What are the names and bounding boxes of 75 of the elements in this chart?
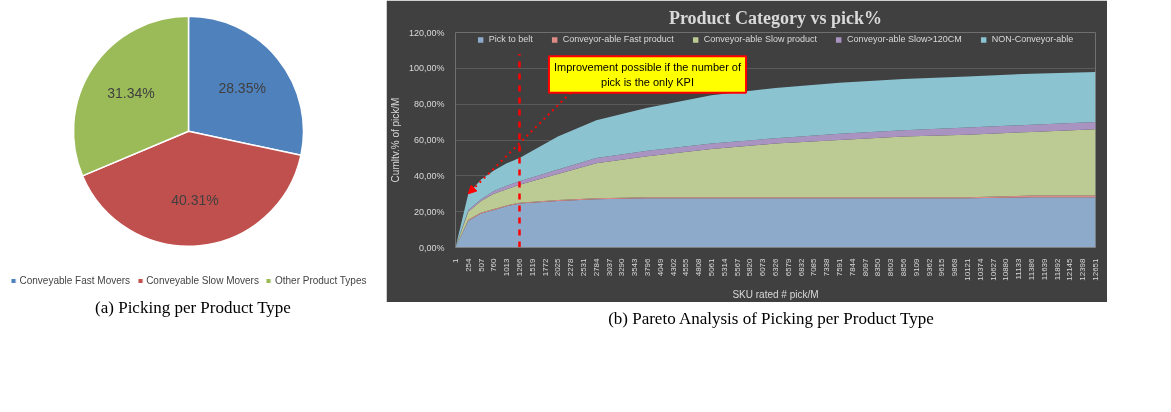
x-tick-label: 12398: [1078, 257, 1088, 281]
x-tick-label: 7338: [822, 257, 832, 277]
x-tick-label: 6832: [796, 257, 806, 277]
x-tick-label: 5061: [707, 257, 716, 277]
x-tick-label: 3290: [617, 257, 627, 277]
x-tick-label: 3796: [643, 257, 652, 277]
x-tick-label: 2025: [553, 257, 563, 277]
x-tick-label: 10880: [1001, 257, 1011, 281]
x-tick-label: 4302: [668, 257, 678, 277]
x-tick-label: 8350: [873, 257, 883, 277]
x-tick-label: 12145: [1065, 257, 1075, 281]
x-tick-label: 10121: [963, 257, 972, 281]
x-tick-label: 760: [489, 257, 499, 272]
legend-label: Conveyor-able Slow>120CM: [846, 34, 962, 44]
y-axis-title: Cumltv.% of pick/M: [389, 97, 401, 183]
legend-label: Pick to belt: [488, 34, 533, 44]
x-tick-label: 5567: [732, 257, 742, 277]
text: (b) Pareto Analysis of Picking per Product Type: [608, 308, 934, 330]
text: (a) Picking per Product Type: [95, 297, 291, 319]
x-tick-label: 4049: [655, 257, 665, 277]
x-tick-label: 9362: [924, 257, 934, 277]
x-tick-label: 11133: [1014, 257, 1024, 280]
x-tick-label: 11639: [1039, 257, 1049, 281]
x-tick-label: 9868: [950, 257, 960, 277]
x-tick-label: 4555: [681, 257, 691, 277]
x-tick-label: 6073: [758, 257, 768, 277]
data-label: 28.35%: [218, 79, 266, 96]
y-tick-label: 80,00%: [413, 99, 445, 110]
x-tick-label: 254: [463, 257, 473, 272]
x-tick-label: 3037: [604, 257, 614, 277]
data-label: 40.31%: [171, 191, 219, 208]
x-tick-label: 2784: [591, 257, 601, 277]
x-tick-label: 11892: [1052, 257, 1062, 281]
legend-label: Conveyable Fast Movers: [19, 275, 131, 286]
x-tick-label: 7085: [809, 257, 819, 277]
chart-title: Product Category vs pick%: [668, 7, 883, 28]
y-tick-label: 100,00%: [408, 63, 445, 74]
x-tick-label: 4808: [694, 257, 704, 277]
x-tick-label: 5820: [745, 257, 755, 277]
x-tick-label: 10627: [988, 257, 998, 281]
x-tick-label: 8603: [886, 257, 896, 277]
x-tick-label: 2531: [579, 257, 588, 277]
legend-label: Conveyor-able Slow product: [703, 34, 817, 44]
x-tick-label: 7844: [847, 257, 857, 277]
y-tick-label: 20,00%: [413, 206, 445, 217]
y-tick-label: 40,00%: [413, 170, 445, 181]
data-label: 31.34%: [107, 85, 155, 102]
x-tick-label: 8856: [899, 257, 908, 277]
annotation: Improvement possible if the number of pick is the only KPI: [553, 61, 742, 88]
legend-label: Conveyable Slow Movers: [146, 275, 259, 286]
x-tick-label: 7591: [835, 257, 844, 277]
x-tick-label: 1013: [502, 257, 512, 277]
x-tick-label: 11386: [1027, 257, 1036, 281]
x-tick-label: 3543: [630, 257, 640, 277]
legend-label: Conveyor-able Fast product: [562, 34, 674, 44]
x-tick-label: 6579: [783, 257, 793, 277]
x-tick-label: 6326: [771, 257, 780, 277]
x-tick-label: 12651: [1091, 257, 1100, 281]
x-tick-label: 507: [476, 257, 486, 272]
y-tick-label: 120,00%: [408, 27, 445, 38]
y-tick-label: 60,00%: [413, 135, 445, 145]
legend-label: Other Product Types: [274, 275, 367, 286]
x-tick-label: 1519: [527, 257, 537, 277]
x-tick-label: 5314: [719, 257, 729, 277]
x-tick-label: 1772: [540, 257, 550, 277]
x-tick-label: 8097: [860, 257, 870, 277]
x-axis-title: SKU rated # pick/M: [732, 288, 819, 300]
x-tick-label: 9615: [937, 257, 947, 277]
y-tick-label: 0,00%: [418, 242, 445, 253]
x-tick-label: 1266: [515, 257, 524, 277]
legend-label: NON-Conveyor-able: [991, 34, 1074, 44]
x-tick-label: 1: [451, 257, 460, 263]
x-tick-label: 10374: [975, 257, 985, 281]
x-tick-label: 2278: [566, 257, 576, 277]
x-tick-label: 9109: [911, 257, 921, 277]
